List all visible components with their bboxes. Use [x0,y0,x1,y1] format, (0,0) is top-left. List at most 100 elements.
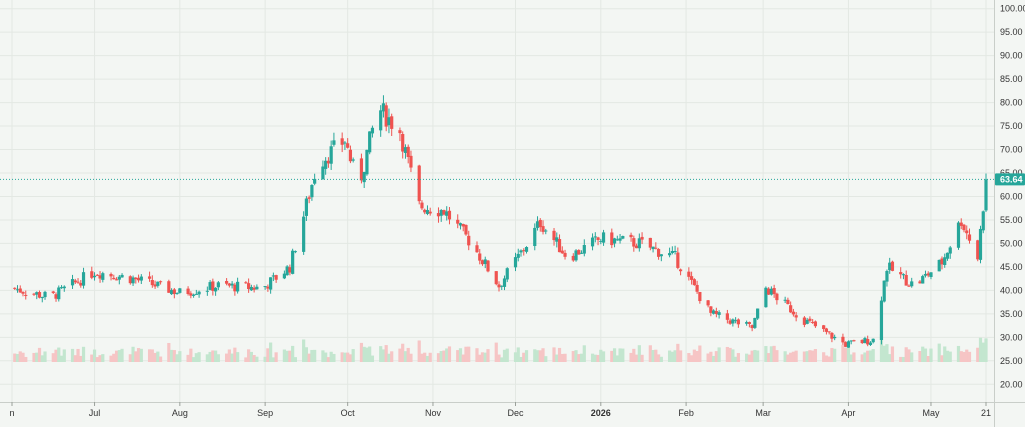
candle-body [139,276,143,281]
volume-bar [271,357,275,362]
volume-bar [332,353,336,362]
candle-body [841,336,845,343]
candle-body [923,274,928,276]
volume-bar [90,354,94,362]
candle-body [76,281,80,283]
volume-bar [967,351,972,362]
volume-bar [348,354,353,362]
volume-bar [689,355,694,362]
y-tick-label: 100.00 [1000,4,1025,14]
volume-bar [866,350,870,362]
volume-bar [134,351,138,362]
candle-body [590,237,595,247]
y-tick-label: 80.00 [1000,98,1023,108]
volume-bar [789,352,793,362]
volume-bar [871,349,875,362]
candle-body [888,262,892,271]
volume-bar [409,353,413,362]
candle-body [956,222,961,248]
volume-bar [709,351,713,362]
candle-body [266,286,270,289]
volume-bar [282,349,286,362]
candle-body [948,247,952,254]
volume-bar [442,350,446,362]
candle-body [805,319,809,324]
candle-body [324,160,328,169]
candle-body [698,291,702,302]
candle-body [670,250,674,253]
volume-bar [197,352,201,362]
volume-bar [497,354,501,362]
volume-bar [478,354,482,362]
volume-bar [519,356,523,362]
candle-body [552,230,556,241]
volume-bar [557,347,562,362]
candle-body [156,281,160,286]
candle-body [291,250,295,274]
volume-bar [321,350,325,362]
volume-bar [910,352,914,362]
candle-body [211,281,215,291]
candle-body [288,267,292,273]
candle-body [824,328,829,332]
last-price-label: 63.64 [1000,174,1023,184]
volume-bar [890,346,895,362]
candle-body [340,138,344,145]
candle-body [929,272,933,277]
candle-body [794,315,798,318]
candle-body [560,250,564,254]
candle-body [131,277,135,284]
volume-bar [95,357,99,362]
volume-bar [802,351,807,362]
candle-body [827,331,831,333]
volume-bar [621,348,625,362]
y-tick-label: 50.00 [1000,238,1023,248]
candle-body [667,253,672,256]
x-tick-label: Dec [508,408,525,418]
volume-bar [445,348,449,362]
candle-body [381,103,386,112]
candle-body [615,239,619,241]
candle-body [282,273,286,279]
candle-body [577,250,581,255]
volume-bar [70,348,75,362]
candle-body [409,155,413,168]
candle-body [307,197,311,199]
candle-body [403,147,408,153]
volume-bar [940,355,944,362]
candle-body [535,221,540,228]
volume-bar [841,344,845,362]
volume-bar [978,337,983,362]
candle-body [478,253,482,261]
volume-bar [868,350,873,362]
volume-bar [618,348,622,362]
volume-bar [461,354,465,362]
volume-bar [811,350,815,362]
candle-body [348,149,353,162]
candle-body [601,232,606,243]
candle-body [208,282,212,290]
candle-body [252,287,256,290]
candle-body [362,171,366,183]
volume-bar [984,338,988,362]
volume-bar [244,357,248,362]
candle-body [332,140,336,145]
candle-body [621,236,625,239]
volume-bar [247,349,251,362]
candle-body [714,311,718,314]
candle-body [43,291,47,298]
candle-body [712,310,716,314]
volume-bar [698,345,702,362]
candle-body [302,216,306,252]
volume-bar [907,349,911,362]
candle-body [734,320,738,322]
volume-bar [211,350,215,362]
candle-body [247,283,251,289]
volume-bar [387,353,391,362]
candle-body [310,184,314,198]
volume-bar [813,349,818,362]
volume-bar [114,350,119,362]
volume-bar [362,346,366,362]
